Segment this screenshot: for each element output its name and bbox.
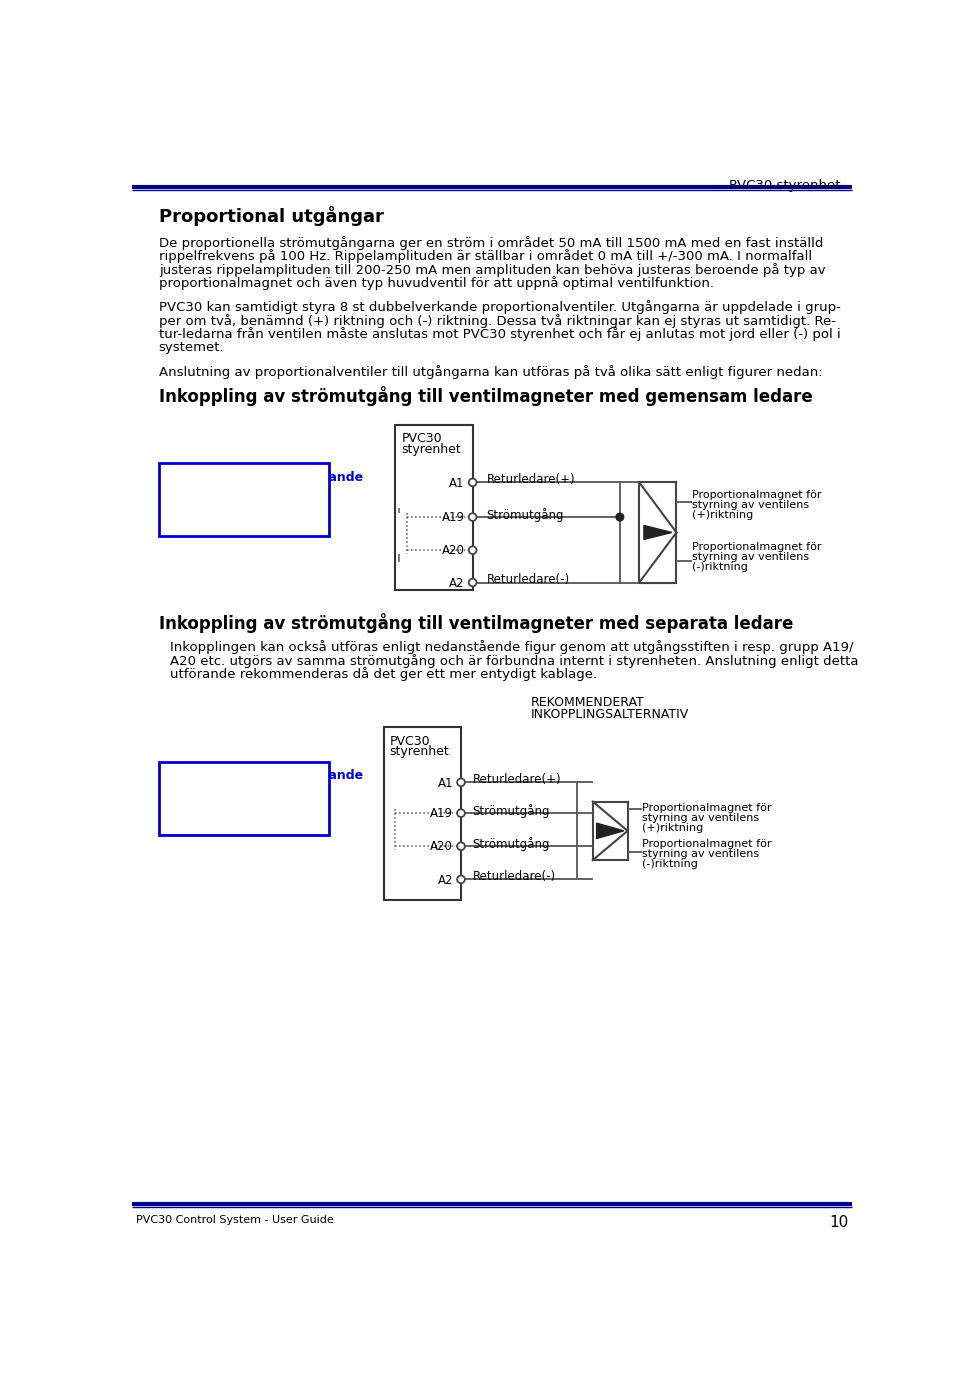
- Text: A2: A2: [438, 873, 453, 887]
- Text: 10: 10: [829, 1216, 849, 1229]
- Text: Inkopplingen kan också utföras enligt nedanstående figur genom att utgångsstifte: Inkopplingen kan också utföras enligt ne…: [170, 640, 853, 654]
- Text: A20: A20: [442, 545, 465, 557]
- Circle shape: [457, 876, 465, 883]
- Text: A20 etc. utgörs av samma strömutgång och är förbundna internt i styrenheten. Ans: A20 etc. utgörs av samma strömutgång och…: [170, 654, 859, 668]
- Text: A2: A2: [449, 577, 465, 590]
- Text: Returledare(+): Returledare(+): [487, 473, 575, 486]
- Text: (-)riktning: (-)riktning: [692, 561, 748, 571]
- Text: A19: A19: [442, 511, 465, 524]
- Circle shape: [468, 513, 476, 521]
- FancyBboxPatch shape: [158, 761, 329, 834]
- Circle shape: [468, 546, 476, 554]
- Circle shape: [457, 809, 465, 816]
- Polygon shape: [644, 525, 672, 539]
- Text: PV1 ... PV8: PV1 ... PV8: [166, 506, 250, 518]
- Text: proportionalmagnet och även typ huvudventil för att uppnå optimal ventilfunktion: proportionalmagnet och även typ huvudven…: [158, 276, 713, 290]
- Text: PVC30: PVC30: [401, 432, 442, 445]
- Text: Inkoppling av strömutgång till ventilmagneter med gemensam ledare: Inkoppling av strömutgång till ventilmag…: [158, 387, 812, 406]
- Text: PVC30 styrenhet: PVC30 styrenhet: [730, 179, 841, 191]
- Text: utförande rekommenderas då det ger ett mer entydigt kablage.: utförande rekommenderas då det ger ett m…: [170, 667, 597, 681]
- Text: Anslutning av proportionalventiler till utgångarna kan utföras på två olika sätt: Anslutning av proportionalventiler till …: [158, 365, 823, 378]
- Text: Beteckning på motsvarande: Beteckning på motsvarande: [166, 768, 364, 782]
- Text: Proportionalmagnet för: Proportionalmagnet för: [641, 802, 771, 814]
- FancyBboxPatch shape: [158, 463, 329, 536]
- Text: (-)riktning: (-)riktning: [641, 858, 698, 869]
- Text: Inkoppling av strömutgång till ventilmagneter med separata ledare: Inkoppling av strömutgång till ventilmag…: [158, 613, 793, 633]
- Text: A1: A1: [449, 477, 465, 489]
- Text: per om två, benämnd (+) riktning och (-) riktning. Dessa två riktningar kan ej s: per om två, benämnd (+) riktning och (-)…: [158, 313, 836, 327]
- Circle shape: [616, 513, 624, 521]
- Text: styrning av ventilens: styrning av ventilens: [692, 500, 809, 510]
- Text: INKOPPLINGSALTERNATIV: INKOPPLINGSALTERNATIV: [531, 708, 689, 721]
- Text: A19: A19: [430, 808, 453, 821]
- Text: Beteckning på motsvarande: Beteckning på motsvarande: [166, 470, 364, 484]
- Text: utgångar i PVC-Link: utgångar i PVC-Link: [166, 782, 306, 796]
- Text: Returledare(-): Returledare(-): [472, 870, 556, 883]
- Text: REKOMMENDERAT: REKOMMENDERAT: [531, 696, 644, 710]
- Text: Proportional utgångar: Proportional utgångar: [158, 207, 384, 226]
- Text: styrning av ventilens: styrning av ventilens: [641, 848, 758, 858]
- Bar: [383, 726, 461, 900]
- Text: Returledare(-): Returledare(-): [487, 574, 569, 586]
- Text: Proportionalmagnet för: Proportionalmagnet för: [641, 839, 771, 848]
- Circle shape: [468, 478, 476, 486]
- Text: Strömutgång: Strömutgång: [472, 804, 550, 818]
- Text: utgångar i PVC-Link: utgångar i PVC-Link: [166, 484, 306, 498]
- Text: Proportionalmagnet för: Proportionalmagnet för: [692, 491, 822, 500]
- Text: tur-ledarna från ventilen måste anslutas mot PVC30 styrenhet och får ej anlutas : tur-ledarna från ventilen måste anslutas…: [158, 327, 841, 341]
- Circle shape: [457, 843, 465, 850]
- Text: rippelfrekvens på 100 Hz. Rippelamplituden är ställbar i området 0 mA till +/-30: rippelfrekvens på 100 Hz. Rippelamplitud…: [158, 249, 812, 263]
- Text: Proportionalmagnet för: Proportionalmagnet för: [692, 542, 822, 552]
- Text: systemet.: systemet.: [158, 341, 225, 353]
- Bar: [396, 424, 472, 590]
- Text: styrenhet: styrenhet: [390, 746, 449, 758]
- Text: Strömutgång: Strömutgång: [487, 507, 564, 521]
- Text: styrning av ventilens: styrning av ventilens: [641, 814, 758, 823]
- Text: Strömutgång: Strömutgång: [472, 837, 550, 851]
- Text: PVC30 kan samtidigt styra 8 st dubbelverkande proportionalventiler. Utgångarna ä: PVC30 kan samtidigt styra 8 st dubbelver…: [158, 301, 841, 315]
- Text: styrning av ventilens: styrning av ventilens: [692, 552, 809, 561]
- Text: PVC30: PVC30: [390, 735, 430, 747]
- Text: styrenhet: styrenhet: [401, 444, 461, 456]
- Bar: [639, 482, 677, 582]
- Text: A1: A1: [438, 776, 453, 790]
- Text: (+)riktning: (+)riktning: [641, 823, 703, 833]
- Text: PV1 ... PV8: PV1 ... PV8: [166, 804, 250, 816]
- Text: Returledare(+): Returledare(+): [472, 773, 562, 786]
- Circle shape: [457, 779, 465, 786]
- Bar: [592, 801, 628, 861]
- Text: justeras rippelamplituden till 200-250 mA men amplituden kan behöva justeras ber: justeras rippelamplituden till 200-250 m…: [158, 262, 826, 277]
- Polygon shape: [596, 823, 624, 839]
- Text: De proportionella strömutgångarna ger en ström i området 50 mA till 1500 mA med : De proportionella strömutgångarna ger en…: [158, 236, 823, 249]
- Circle shape: [468, 579, 476, 586]
- Text: PVC30 Control System - User Guide: PVC30 Control System - User Guide: [135, 1216, 333, 1225]
- Text: A20: A20: [430, 840, 453, 854]
- Text: (+)riktning: (+)riktning: [692, 510, 754, 520]
